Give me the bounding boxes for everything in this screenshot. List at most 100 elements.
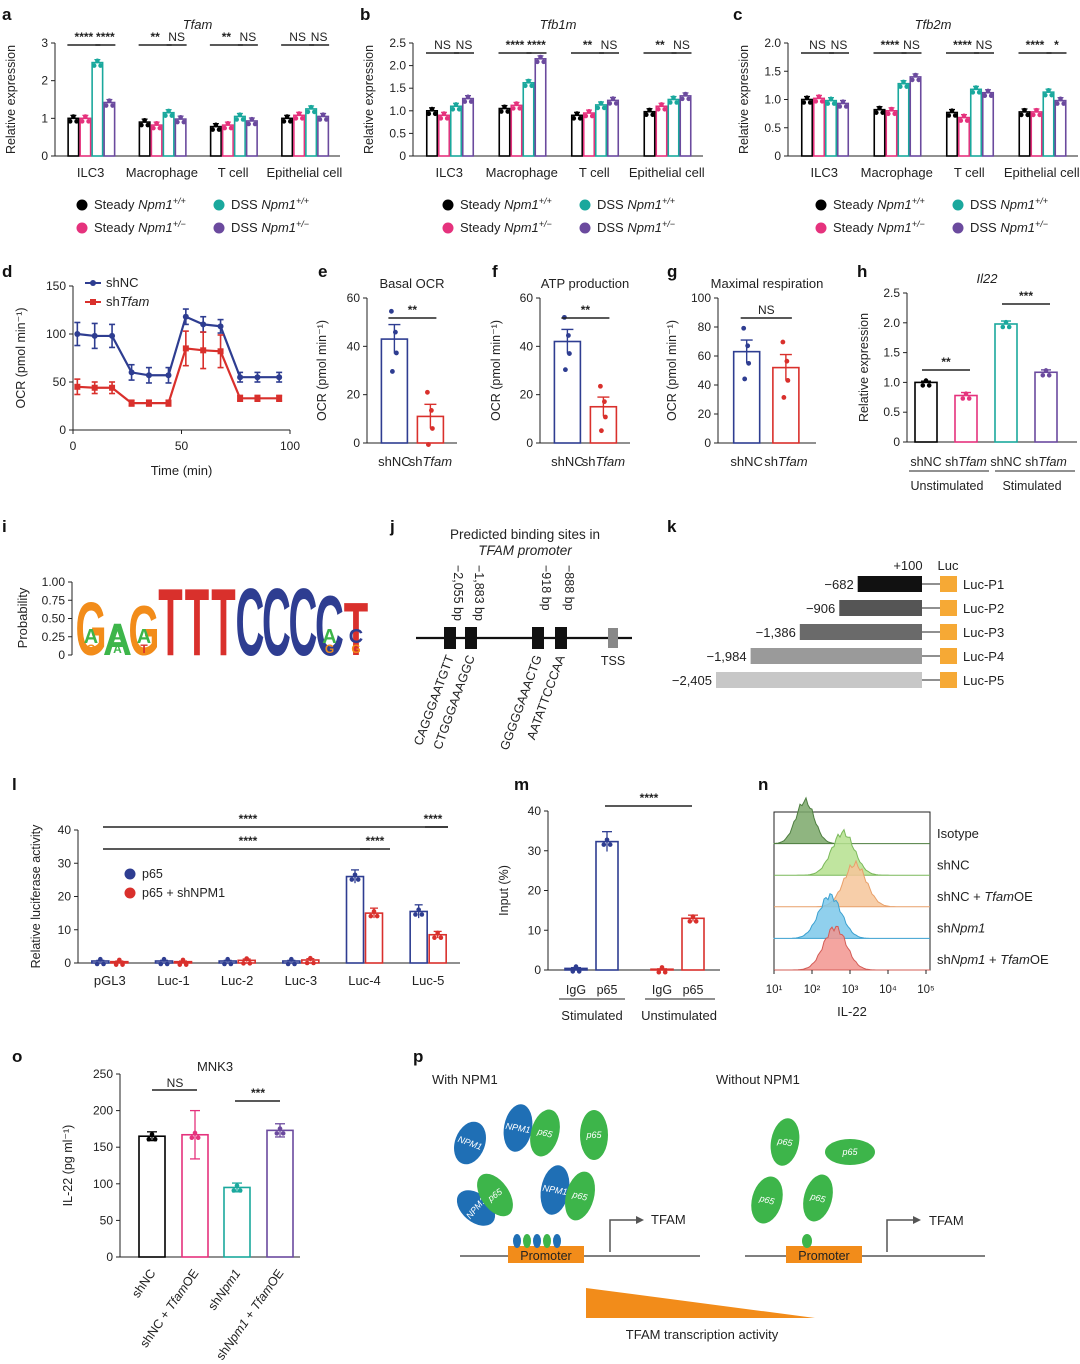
c-data-point	[819, 99, 825, 104]
c-sig-label: ****	[953, 38, 972, 52]
b-data-point	[601, 105, 607, 111]
n-x-tick-label: 10²	[804, 984, 821, 996]
g-sig-label: NS	[758, 303, 775, 317]
c-legend-entry: DSS Npm1+/+	[970, 196, 1048, 212]
c-data-point	[961, 113, 967, 119]
o-data-point	[274, 1131, 280, 1136]
p-promoter-box	[786, 1246, 862, 1263]
n-histogram-5	[774, 925, 930, 971]
l-data-point	[419, 912, 425, 917]
p-npm1-protein: NPM1	[540, 1165, 570, 1215]
o-data-point	[231, 1188, 237, 1193]
l-data-point	[225, 956, 230, 962]
h-y-tick-label: 2.5	[883, 286, 900, 300]
c-data-point	[825, 101, 831, 106]
j-subtitle: TFAM promoter	[478, 543, 572, 558]
l-data-point	[177, 962, 183, 967]
l-data-point	[292, 961, 297, 967]
h-x-tick-label: shTfam	[945, 455, 987, 469]
g-data-point	[745, 343, 751, 349]
panel-label-f: f	[492, 262, 498, 281]
b-bar	[425, 110, 439, 157]
a-data-point	[181, 119, 187, 125]
h-y-label: Relative expression	[857, 313, 871, 422]
l-data-point	[164, 961, 170, 967]
b-data-point	[680, 96, 685, 102]
a-data-point	[284, 114, 290, 119]
g-data-point	[742, 376, 748, 382]
d-legend-entry: shTfam	[106, 294, 150, 309]
l-data-point	[438, 935, 444, 941]
a-data-point	[216, 127, 222, 132]
g-y-tick-label: 0	[704, 436, 711, 450]
o-y-tick-label: 200	[93, 1104, 113, 1118]
k-construct-bar	[750, 648, 922, 664]
h-data-point	[960, 396, 966, 401]
c-x-tick-label: Macrophage	[861, 165, 933, 180]
a-data-point	[95, 58, 100, 64]
a-data-point	[234, 117, 239, 122]
p-npm1-protein-shape	[540, 1165, 570, 1215]
b-bar	[570, 114, 584, 157]
m-y-tick-label: 0	[534, 963, 541, 977]
l-sig-label: ****	[239, 834, 258, 848]
c-data-point	[1055, 101, 1060, 106]
a-data-point	[240, 117, 246, 122]
b-data-point	[538, 54, 543, 60]
c-data-point	[982, 93, 988, 99]
a-bar	[103, 101, 116, 157]
c-data-point	[952, 113, 958, 118]
c-sig-label: ****	[1026, 38, 1045, 52]
n-sample-label: shNpm1	[937, 921, 985, 936]
b-sig-label: **	[655, 38, 665, 52]
a-data-point	[103, 103, 109, 108]
c-data-point	[804, 95, 810, 100]
f-data-point	[603, 414, 608, 420]
h-data-point	[1003, 319, 1009, 325]
a-bar	[305, 108, 318, 157]
i-logo-letter: C	[262, 569, 291, 676]
p-promoter-label: Promoter	[520, 1249, 571, 1263]
b-bar	[606, 99, 620, 157]
d-legend-entry: shNC	[106, 275, 139, 290]
p-tss-arrowhead	[913, 1216, 921, 1224]
h-group-label: Stimulated	[1002, 479, 1061, 493]
o-y-tick-label: 50	[100, 1213, 114, 1227]
e-sig-label: **	[408, 303, 418, 317]
j-binding-site	[555, 627, 567, 649]
l-sig-label: ****	[239, 812, 258, 826]
b-data-point	[523, 83, 528, 89]
p-p65-protein-shape	[770, 1118, 800, 1166]
o-data-point	[234, 1183, 240, 1188]
panel-label-n: n	[758, 775, 768, 794]
h-group-label: Unstimulated	[911, 479, 984, 493]
f-y-tick-label: 0	[526, 436, 533, 450]
g-y-tick-label: 20	[698, 407, 712, 421]
panel-label-a: a	[2, 5, 12, 24]
o-sig-label: NS	[167, 1076, 184, 1090]
b-legend-marker	[579, 222, 591, 234]
f-y-label: OCR (pmol min⁻¹)	[489, 320, 503, 421]
l-data-point	[368, 913, 374, 919]
a-data-point	[317, 117, 323, 122]
c-x-tick-label: Epithelial cell	[1004, 165, 1080, 180]
k-luc-box	[940, 648, 957, 664]
o-x-tick-label: shNpm1	[205, 1267, 243, 1313]
k-construct-start: −682	[824, 577, 853, 592]
b-sig-label: ****	[527, 38, 546, 52]
j-site-position: −918 bp	[539, 565, 553, 611]
c-data-point	[964, 118, 970, 123]
c-legend-marker	[952, 222, 964, 234]
l-data-point	[222, 961, 227, 967]
m-group-label: Stimulated	[561, 1008, 622, 1023]
c-bar	[812, 97, 826, 157]
a-y-tick-label: 2	[41, 74, 48, 88]
c-y-tick-label: 0.5	[764, 121, 781, 135]
o-y-tick-label: 150	[93, 1140, 113, 1154]
m-data-point	[570, 969, 576, 974]
b-data-point	[671, 95, 676, 100]
d-x-tick-label: 50	[175, 439, 189, 453]
p-p65-protein-label: p65	[570, 1189, 589, 1203]
k-luc-label: Luc	[938, 558, 959, 573]
b-legend-marker	[442, 199, 454, 211]
